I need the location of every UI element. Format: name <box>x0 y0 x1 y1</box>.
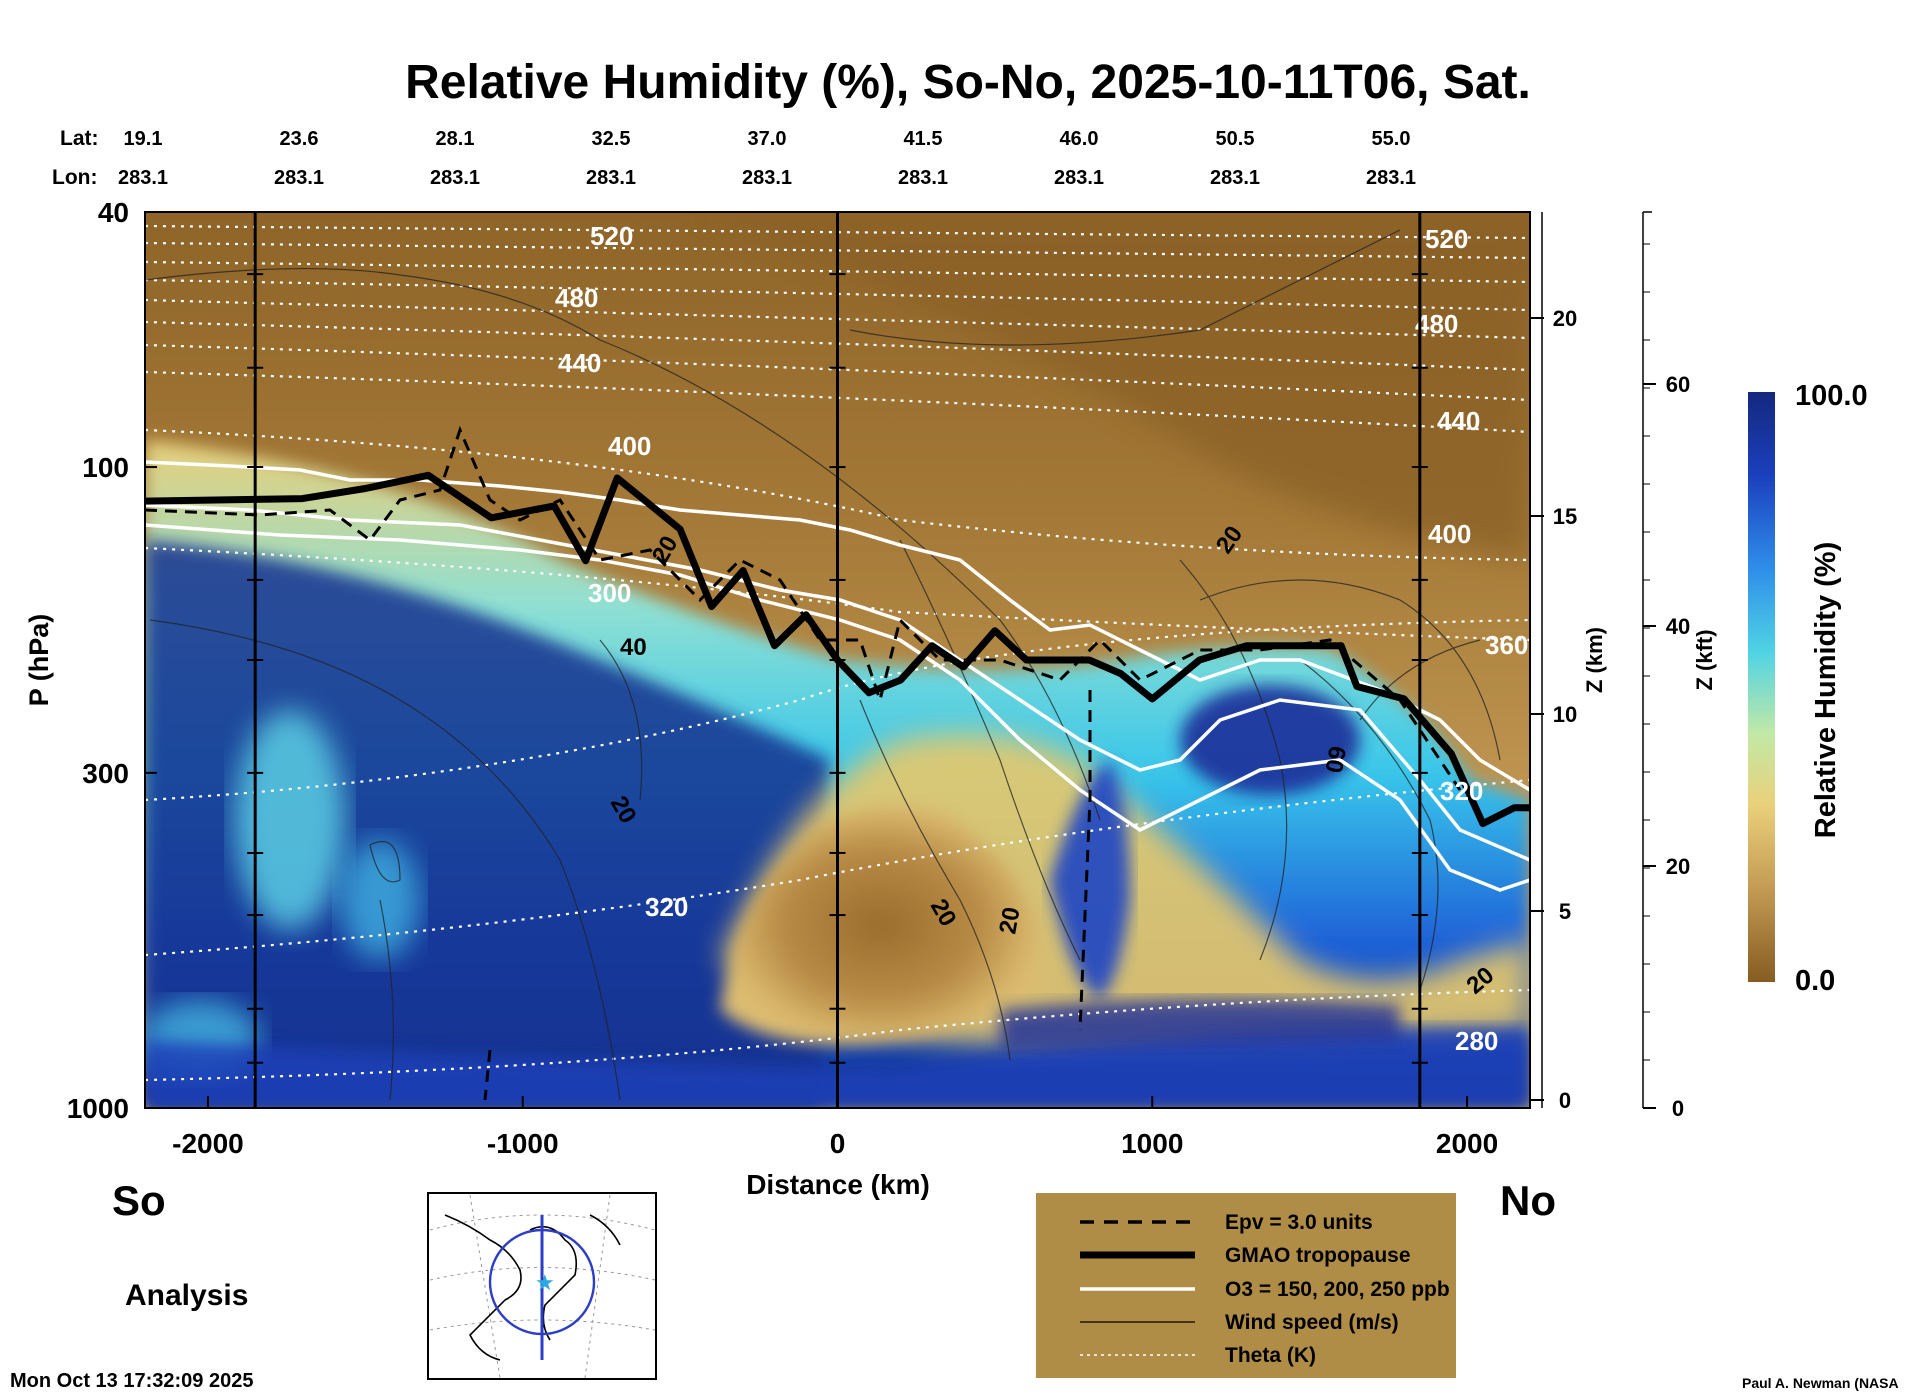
theta-label: 480 <box>555 283 598 313</box>
epv-contours <box>145 425 1462 1101</box>
lon-label: Lon: <box>52 166 97 189</box>
legend-entry-wind: Wind speed (m/s) <box>1225 1311 1399 1334</box>
z-kft-title: Z (kft) <box>1692 629 1717 690</box>
lon-value: 283.1 <box>898 167 948 189</box>
lat-value: 32.5 <box>592 128 631 150</box>
x-tick-label: -1000 <box>487 1128 559 1159</box>
analysis-label: Analysis <box>125 1279 248 1312</box>
theta-label: 320 <box>1440 776 1483 806</box>
x-axis: -2000 -1000 0 1000 2000 <box>172 1096 1498 1159</box>
theta-label: 440 <box>558 348 601 378</box>
wind-label: 20 <box>994 905 1025 936</box>
colorbar <box>1748 392 1775 982</box>
lat-value: 37.0 <box>748 128 787 150</box>
theta-label: 320 <box>645 892 688 922</box>
lon-value: 283.1 <box>742 167 792 189</box>
theta-label: 280 <box>1455 1026 1498 1056</box>
theta-label: 400 <box>608 431 651 461</box>
theta-label: 360 <box>1485 630 1528 660</box>
colorbar-max: 100.0 <box>1795 380 1868 412</box>
z-kft-tick-label: 60 <box>1666 372 1690 397</box>
z-kft-tick-label: 40 <box>1666 614 1690 639</box>
lat-label: Lat: <box>60 127 99 150</box>
theta-contours <box>145 224 1530 1082</box>
legend-entry-tropopause: GMAO tropopause <box>1225 1244 1411 1267</box>
lat-value: 19.1 <box>124 128 163 150</box>
z-km-tick-label: 10 <box>1553 702 1577 727</box>
theta-label: 520 <box>590 221 633 251</box>
lon-value: 283.1 <box>1210 167 1260 189</box>
wind-contours <box>145 229 1501 1101</box>
x-tick-label: 1000 <box>1121 1128 1183 1159</box>
theta-label: 400 <box>1428 519 1471 549</box>
theta-label: 300 <box>588 578 631 608</box>
lat-value: 50.5 <box>1216 128 1255 150</box>
legend: Epv = 3.0 units GMAO tropopause O3 = 150… <box>1036 1193 1456 1378</box>
lat-value: 46.0 <box>1060 128 1099 150</box>
z-km-tick-label: 15 <box>1553 504 1577 529</box>
y-tick-label: 40 <box>98 197 129 228</box>
lat-value: 23.6 <box>280 128 319 150</box>
x-tick-label: -2000 <box>172 1128 244 1159</box>
legend-entry-ozone: O3 = 150, 200, 250 ppb <box>1225 1278 1450 1301</box>
colorbar-title: Relative Humidity (%) <box>1810 542 1842 839</box>
z-km-tick-label: 0 <box>1559 1088 1571 1113</box>
lon-value: 283.1 <box>1054 167 1104 189</box>
y-tick-label: 100 <box>82 452 129 483</box>
vertical-reference-lines <box>247 212 1428 1108</box>
y-axis: 40 100 300 1000 <box>67 197 157 1124</box>
x-axis-title: Distance (km) <box>746 1169 930 1200</box>
theta-label: 440 <box>1437 406 1480 436</box>
tropopause-line <box>145 471 1530 828</box>
lon-value: 283.1 <box>586 167 636 189</box>
z-km-title: Z (km) <box>1582 627 1607 693</box>
legend-entry-theta: Theta (K) <box>1225 1344 1316 1367</box>
lat-value: 28.1 <box>436 128 475 150</box>
theta-label: 520 <box>1425 224 1468 254</box>
timestamp: Mon Oct 13 17:32:09 2025 <box>10 1370 253 1392</box>
z-km-tick-label: 20 <box>1553 306 1577 331</box>
lon-value: 283.1 <box>274 167 324 189</box>
z-kft-tick-label: 0 <box>1672 1096 1684 1121</box>
lat-value: 55.0 <box>1372 128 1411 150</box>
star-icon: ★ <box>535 1271 555 1296</box>
inset-map: ★ <box>427 1192 657 1380</box>
legend-entry-epv: Epv = 3.0 units <box>1225 1211 1373 1234</box>
lon-value: 283.1 <box>1366 167 1416 189</box>
lat-lon-header: 19.1 283.1 23.6 283.1 28.1 283.1 32.5 283.1 37.0… <box>118 128 1416 189</box>
north-label: No <box>1500 1177 1556 1224</box>
lon-value: 283.1 <box>118 167 168 189</box>
x-tick-label: 0 <box>830 1128 846 1159</box>
lon-value: 283.1 <box>430 167 480 189</box>
y-tick-label: 300 <box>82 758 129 789</box>
z-kft-axis: 0 20 40 60 <box>1642 211 1690 1121</box>
z-kft-tick-label: 20 <box>1666 854 1690 879</box>
theta-labels: 520 480 440 400 300 320 520 480 440 400 … <box>555 221 1528 1056</box>
x-tick-label: 2000 <box>1436 1128 1498 1159</box>
y-tick-label: 1000 <box>67 1093 129 1124</box>
wind-label: 60 <box>1319 744 1350 775</box>
credit: Paul A. Newman (NASA <box>1742 1375 1899 1391</box>
wind-label: 40 <box>620 634 647 661</box>
y-axis-title: P (hPa) <box>24 614 54 707</box>
south-label: So <box>112 1177 166 1224</box>
colorbar-min: 0.0 <box>1795 965 1835 997</box>
chart-title: Relative Humidity (%), So-No, 2025-10-11… <box>405 56 1531 109</box>
lat-value: 41.5 <box>904 128 943 150</box>
theta-label: 480 <box>1415 309 1458 339</box>
z-km-axis: 0 5 10 15 20 <box>1530 212 1577 1113</box>
z-km-tick-label: 5 <box>1559 899 1571 924</box>
